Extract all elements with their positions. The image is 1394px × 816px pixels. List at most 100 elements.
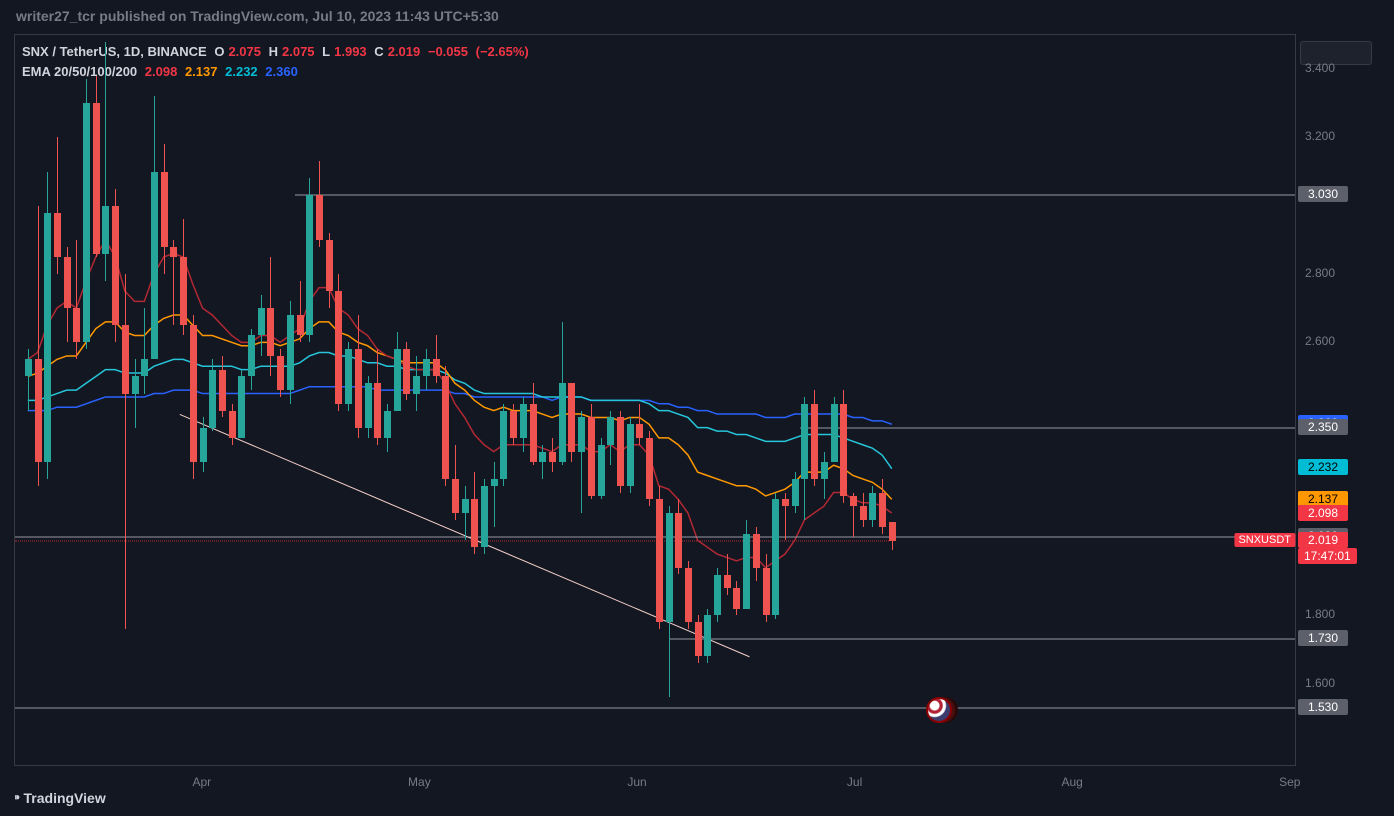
candle-body [200, 428, 207, 462]
candle-body [627, 424, 634, 485]
candle-body [462, 499, 469, 513]
candle-body [743, 534, 750, 609]
candle-body [306, 195, 313, 335]
candle-body [646, 438, 653, 499]
candle-body [384, 411, 391, 438]
candle-body [685, 568, 692, 623]
candle-wick [494, 462, 495, 527]
candle-body [345, 349, 352, 404]
candle-body [93, 103, 100, 253]
candle-body [724, 575, 731, 589]
ema-overlay [15, 35, 1295, 735]
candle-body [355, 349, 362, 428]
y-badge: 2.232 [1298, 459, 1348, 475]
horizontal-line[interactable] [15, 707, 1295, 708]
candle-wick [135, 359, 136, 427]
candle-body [423, 359, 430, 376]
x-tick: Sep [1279, 775, 1300, 789]
candle-body [869, 493, 876, 520]
candle-body [54, 213, 61, 257]
candle-body [374, 383, 381, 438]
horizontal-line[interactable] [800, 427, 1295, 428]
candle-body [248, 335, 255, 376]
candle-body [83, 103, 90, 342]
y-tick: 3.400 [1305, 61, 1335, 75]
candle-wick [28, 349, 29, 410]
candle-body [297, 315, 304, 335]
candle-body [491, 479, 498, 486]
candle-body [792, 479, 799, 506]
flag-icon[interactable] [926, 697, 952, 723]
candle-body [782, 499, 789, 506]
candle-body [500, 411, 507, 479]
y-tick: 1.600 [1305, 676, 1335, 690]
candle-wick [144, 308, 145, 393]
candle-body [413, 376, 420, 393]
candle-body [831, 404, 838, 462]
tradingview-logo: ⁍ TradingView [14, 790, 106, 806]
candle-body [365, 383, 372, 427]
candle-body [112, 206, 119, 326]
candle-body [753, 534, 760, 568]
horizontal-line[interactable] [670, 639, 1295, 640]
candle-body [229, 411, 236, 438]
candle-wick [542, 445, 543, 479]
candle-body [588, 417, 595, 496]
candle-body [403, 349, 410, 393]
candle-body [326, 240, 333, 291]
x-tick: Apr [192, 775, 211, 789]
candle-body [170, 247, 177, 257]
candle-body [879, 493, 886, 527]
candle-body [520, 404, 527, 438]
candle-body [141, 359, 148, 376]
candle-body [598, 445, 605, 496]
candle-body [209, 370, 216, 428]
y-badge: 2.019 [1298, 532, 1348, 548]
y-tick: 1.800 [1305, 607, 1335, 621]
plot-area[interactable] [15, 35, 1295, 735]
y-tick: 3.200 [1305, 129, 1335, 143]
candle-body [64, 257, 71, 308]
x-tick: Jul [847, 775, 862, 789]
candle-body [238, 376, 245, 437]
publish-header: writer27_tcr published on TradingView.co… [0, 0, 1394, 32]
y-badge: 1.730 [1298, 630, 1348, 646]
candle-body [860, 506, 867, 520]
candle-body [850, 496, 857, 506]
y-tick: 2.800 [1305, 266, 1335, 280]
candle-body [335, 291, 342, 404]
candle-body [675, 513, 682, 568]
candle-body [840, 404, 847, 496]
candle-body [267, 308, 274, 356]
candle-body [132, 376, 139, 393]
candle-wick [465, 486, 466, 541]
candle-body [772, 499, 779, 615]
symbol-flag: SNXUSDT [1234, 533, 1295, 547]
candle-body [801, 404, 808, 479]
candle-body [316, 195, 323, 239]
x-axis: AprMayJunJulAugSep [29, 769, 1309, 799]
chart-container[interactable]: AprMayJunJulAugSep [14, 34, 1296, 766]
y-badge: 2.350 [1298, 419, 1348, 435]
x-tick: Aug [1062, 775, 1083, 789]
candle-body [617, 417, 624, 485]
candle-body [821, 462, 828, 479]
candle-body [763, 568, 770, 616]
candle-body [607, 417, 614, 444]
candle-body [219, 370, 226, 411]
candle-body [433, 359, 440, 376]
candle-body [549, 452, 556, 462]
candle-body [102, 206, 109, 254]
candle-body [471, 499, 478, 547]
candle-body [481, 486, 488, 547]
candle-body [452, 479, 459, 513]
candle-body [442, 376, 449, 478]
candle-body [287, 315, 294, 390]
countdown-badge: 17:47:01 [1298, 548, 1357, 564]
candle-body [559, 383, 566, 462]
horizontal-line[interactable] [295, 195, 1295, 196]
candle-body [530, 404, 537, 462]
candle-body [161, 172, 168, 247]
candle-body [714, 575, 721, 616]
candle-body [539, 452, 546, 462]
